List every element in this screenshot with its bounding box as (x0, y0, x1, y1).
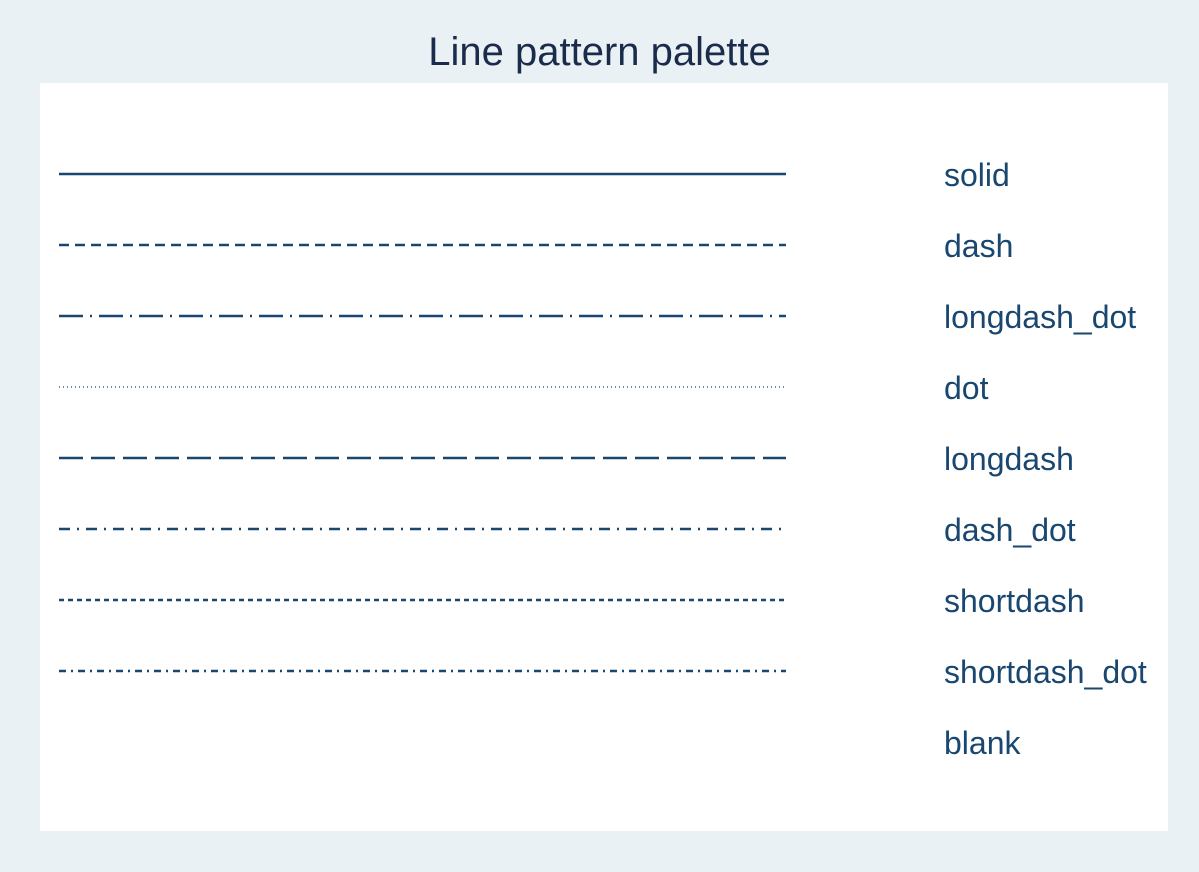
pattern-label-dot: dot (944, 370, 989, 406)
pattern-label-solid: solid (944, 157, 1010, 193)
pattern-label-dash: dash (944, 228, 1014, 264)
pattern-label-blank: blank (944, 725, 1021, 761)
chart-title: Line pattern palette (428, 30, 771, 74)
pattern-label-longdash: longdash (944, 441, 1074, 477)
pattern-label-shortdash: shortdash (944, 583, 1085, 619)
pattern-label-shortdash-dot: shortdash_dot (944, 654, 1147, 690)
pattern-lines (59, 172, 786, 673)
pattern-label-dash-dot: dash_dot (944, 512, 1076, 548)
pattern-label-longdash-dot: longdash_dot (944, 299, 1137, 335)
